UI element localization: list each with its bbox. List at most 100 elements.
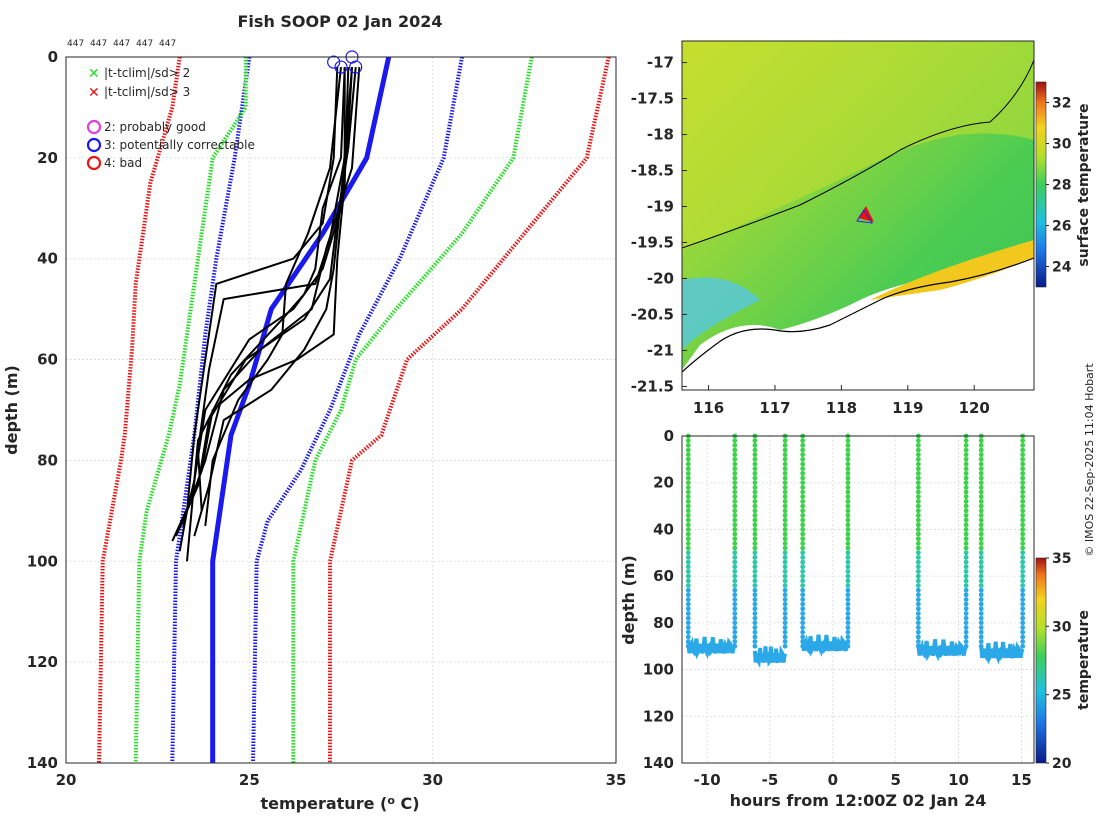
cast-point (963, 536, 969, 542)
cast-point (685, 629, 691, 635)
cast-point (782, 489, 788, 495)
cast-point (752, 536, 758, 542)
cast-point (1020, 625, 1026, 630)
cast-point (978, 494, 984, 500)
cast-point (732, 569, 738, 574)
cast-point (800, 527, 806, 532)
cast-point (752, 527, 758, 532)
profile-ytick-label: 40 (37, 250, 58, 268)
cast-point (752, 531, 758, 537)
cast-point (800, 597, 806, 602)
cast-point (782, 545, 788, 551)
profile-series (97, 56, 611, 764)
cast-point (752, 573, 758, 579)
cast-point (752, 550, 758, 556)
cast-point (963, 484, 969, 490)
cast-point (752, 615, 758, 621)
cast-point (800, 489, 806, 495)
map-ytick-label: -17.5 (631, 90, 674, 108)
map-xtick-label: 117 (759, 399, 790, 417)
count-label: 447 (90, 39, 107, 49)
count-labels: 447 447 447 447 447 (67, 39, 176, 49)
cast-point (915, 475, 921, 481)
cast-point (963, 597, 969, 602)
cast-point (1020, 592, 1026, 598)
cast-point (685, 456, 691, 462)
cast-point (782, 531, 788, 537)
sst-colorbar (1035, 81, 1047, 288)
cast-point (915, 442, 921, 448)
cast-point (752, 639, 758, 644)
cast-point (800, 503, 806, 509)
cast-point (732, 480, 738, 486)
cast-point (782, 639, 788, 644)
cast-point (782, 606, 788, 612)
cast-point (978, 456, 984, 462)
coastal-warm-band (870, 240, 1034, 300)
cast-point (978, 484, 984, 490)
cast-point (732, 611, 738, 616)
cast-point (963, 480, 969, 486)
cast-point (1020, 606, 1026, 612)
cast-point (963, 461, 969, 467)
timeseries-axes-frame (681, 435, 1035, 764)
series-line-profile-7 (186, 67, 346, 562)
station-outline-icon (856, 209, 873, 224)
profile-ytick-label: 80 (37, 451, 58, 469)
cast-point (845, 587, 851, 593)
cast-point (732, 527, 738, 532)
cast-point (752, 466, 758, 472)
cast-point (978, 620, 984, 626)
cast-point (800, 522, 806, 528)
cast-point (978, 527, 984, 532)
profile-axes-frame (65, 56, 617, 764)
cast-point (782, 513, 788, 518)
cast-point (732, 447, 738, 453)
cast-point (685, 494, 691, 500)
cast-point (752, 587, 758, 593)
cast-point (915, 625, 921, 630)
cast-point (1020, 583, 1026, 588)
series-line-mean-3-sd (328, 56, 611, 763)
cast-point (800, 531, 806, 537)
cast-point (732, 513, 738, 518)
cast-point (782, 452, 788, 458)
cast-point (752, 461, 758, 467)
timeseries-ytick-label: 80 (653, 614, 674, 632)
profile-ylabel: depth (m) (2, 365, 21, 455)
cast-point (978, 480, 984, 486)
cast-point (782, 629, 788, 635)
cast-point (685, 452, 691, 458)
cast-point (963, 550, 969, 556)
cast-point (685, 601, 691, 607)
cast-point (845, 541, 851, 546)
cast-point (732, 484, 738, 490)
profile-xtick-label: 25 (239, 771, 260, 789)
cast-point (915, 452, 921, 458)
profile-xtick-label: 35 (606, 771, 627, 789)
cast-point (732, 615, 738, 621)
cast-point (732, 620, 738, 626)
cast-point (915, 517, 921, 523)
cast-point (752, 513, 758, 518)
cast-point (1020, 545, 1026, 551)
cast-point (915, 597, 921, 602)
cast-point (963, 587, 969, 593)
cast-point (752, 597, 758, 602)
cast-point (752, 456, 758, 462)
cast-point (800, 541, 806, 546)
cast-point (845, 629, 851, 635)
cast-point (685, 527, 691, 532)
cast-point (915, 634, 921, 640)
cast-point (782, 466, 788, 472)
cast-point (752, 480, 758, 486)
cast-point (978, 442, 984, 448)
cast-point (800, 583, 806, 588)
cast-point (1020, 564, 1026, 570)
sst-map (682, 41, 1034, 390)
cast-point (800, 438, 806, 444)
map-ytick-label: -18 (647, 126, 674, 144)
cast-point (963, 601, 969, 607)
timeseries-ytick-label: 0 (664, 427, 674, 445)
cast-point (1020, 541, 1026, 546)
